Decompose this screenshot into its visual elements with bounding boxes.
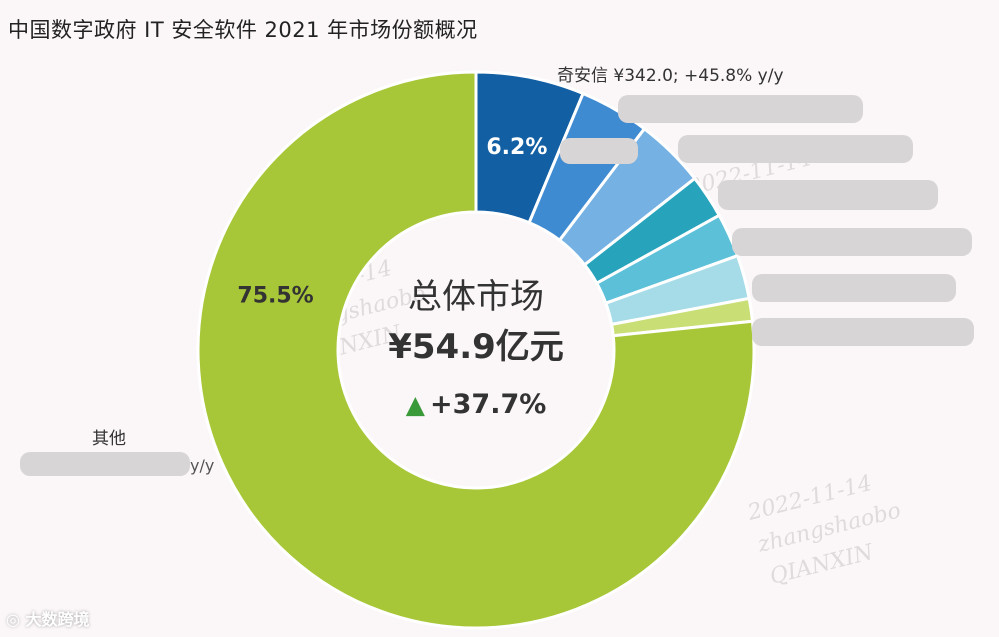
center-growth-row: ▲ +37.7% [406,389,547,420]
top-vendor-callout: 奇安信 ¥342.0; +45.8% y/y [557,66,784,86]
obscured-label [678,135,913,163]
slice-labels: 6.2% 75.5% [237,135,547,308]
logo-mark-icon: ◎ [6,610,26,629]
brand-logo: ◎ 大数跨境 [6,610,90,629]
slice-data-label-0: 6.2% [486,135,547,160]
obscured-label [718,180,938,210]
center-title: 总体市场 [408,277,544,317]
center-growth: +37.7% [430,389,546,420]
donut-slice-7 [196,70,756,630]
obscured-callouts [20,95,974,476]
slice-data-label-7: 75.5% [237,283,313,308]
obscured-label [618,95,863,123]
others-callout-name: 其他 [92,429,126,449]
chart-title: 中国数字政府 IT 安全软件 2021 年市场份额概况 [8,18,478,42]
growth-up-arrow-icon: ▲ [406,390,426,419]
donut-slices [196,70,756,630]
center-total: ¥54.9亿元 [388,327,564,367]
obscured-label [732,228,972,256]
obscured-label [560,138,638,164]
obscured-label [752,318,974,346]
obscured-label [752,274,956,302]
others-callout-tail: y/y [190,456,214,475]
obscured-label [20,452,190,476]
